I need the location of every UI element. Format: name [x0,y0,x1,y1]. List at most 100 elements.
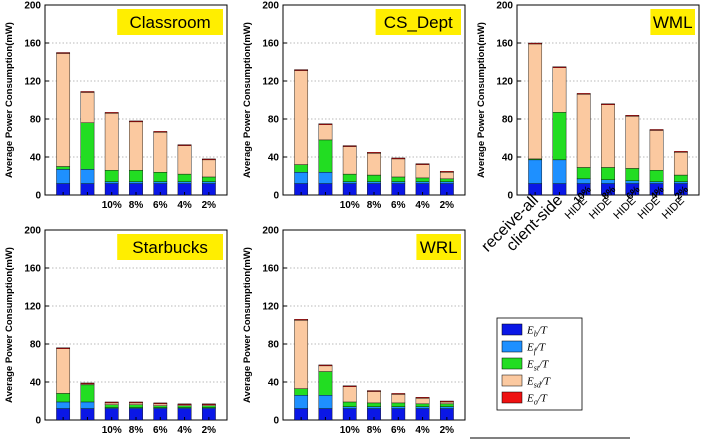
bar-segment [201,403,216,406]
legend-label-rest: /T [535,342,546,354]
plot-area [44,229,228,421]
y-tick-label: 40 [30,153,42,164]
bar-segment [318,395,333,409]
bar-segment [129,401,143,404]
x-tick-label: 6% [391,425,406,436]
bar-segment [625,180,640,184]
y-tick-label: 40 [268,153,280,164]
panel-cs-dept: 0 40 80 120 160 200 Average Power Consumption(… [242,1,466,211]
x-tick-label: 8% [129,425,144,436]
y-tick-label: 160 [262,39,279,50]
bar-segment [129,402,143,405]
y-tick-label: 160 [24,39,41,50]
legend-label-sub: st [534,364,540,373]
legend-label: Est/T [526,359,549,373]
x-tick-label: 8% [367,200,382,211]
bar-segment [177,145,192,175]
x-tick-label: 4% [177,425,192,436]
bar-segment [552,159,567,184]
y-tick-label: 0 [273,416,279,427]
legend-label-main: E [526,393,534,405]
bar-segment [153,402,168,405]
bar-segment [528,43,543,160]
bar-segment [177,144,192,146]
legend-label-rest: /T [537,325,548,337]
y-tick-label: 80 [502,115,514,126]
legend-label-main: E [526,359,534,371]
bar-segment [576,167,591,180]
y-tick-label: 160 [262,264,279,275]
bar-segment [318,371,333,396]
y-axis-label: Average Power Consumption(mW) [4,247,15,403]
bar-segment [367,391,381,404]
panel-title: CS_Dept [384,13,453,32]
bar-segment [367,406,381,409]
bar-segment [56,348,71,394]
x-tick-label: 6% [153,200,168,211]
bar-segment [80,382,95,385]
bar-segment [201,159,216,178]
panel-title-box [117,9,223,35]
y-tick-label: 200 [24,226,41,237]
y-tick-label: 80 [268,340,280,351]
panel-title: WRL [420,238,458,257]
bar-segment [153,181,168,184]
panel-wrl: 0 40 80 120 160 200 Average Power Consumption(… [242,226,466,436]
bar-segment [104,181,119,184]
bar-segment [56,347,71,349]
x-tick-label: 4% [415,200,430,211]
bar-segment [294,69,309,71]
x-tick-label: 10% [102,425,122,436]
bar-segment [415,397,430,399]
bar-segment [342,181,357,184]
panel-title-box [375,9,461,35]
x-tick-label: 10% [340,200,360,211]
bar-segment [318,123,333,125]
y-tick-label: 80 [30,115,42,126]
bar-segment [342,145,357,147]
legend-swatch [501,340,523,353]
bar-segment [367,402,381,407]
y-tick-label: 80 [30,340,42,351]
bar-segment [294,171,309,184]
bar-segment [294,388,309,396]
x-tick-label: 8% [367,425,382,436]
x-tick-label: 2% [440,425,455,436]
bar-segment [318,139,333,173]
bar-segment [649,170,664,182]
bar-segment [294,319,309,321]
bar-segment [177,173,192,182]
x-tick-label: 4% [177,200,192,211]
bar-segment [56,393,71,403]
legend-label-rest: /T [537,393,548,405]
panel-title: Classroom [129,13,210,32]
y-tick-label: 40 [30,378,42,389]
bar-segment [80,122,95,170]
legend-label: Esd/T [526,376,551,390]
bar-segment [177,405,192,408]
panel-title-box [416,234,461,260]
y-tick-label: 120 [24,77,41,88]
y-tick-label: 40 [268,378,280,389]
bar-segment [576,178,591,184]
y-tick-label: 200 [496,1,513,12]
bar-segment [415,181,430,184]
bar-segment [649,181,664,184]
y-tick-label: 200 [24,1,41,12]
bar-segment [576,93,591,95]
x-tick-label: 4% [415,425,430,436]
y-axis-label: Average Power Consumption(mW) [4,22,15,178]
panel-title: WML [653,13,693,32]
x-tick-label: 6% [153,425,168,436]
bar-segment [201,405,216,408]
bar-segment [177,181,192,184]
bar-segment [415,406,430,409]
bar-segment [367,152,381,176]
legend-label: Eb/T [526,325,548,339]
bar-segment [439,400,454,403]
bar-segment [129,181,143,184]
y-tick-label: 160 [24,264,41,275]
bar-segment [673,151,688,153]
bar-segment [318,364,333,367]
